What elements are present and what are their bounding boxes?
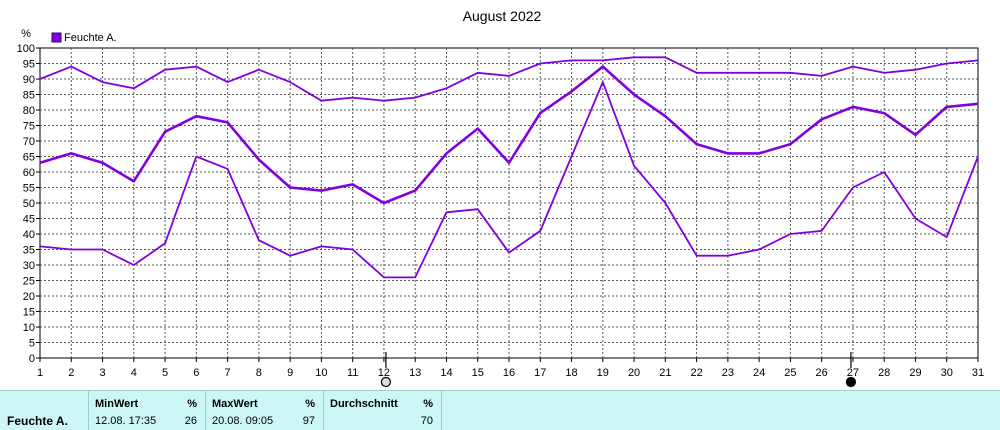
x-tick-label: 29 — [909, 367, 921, 379]
x-tick-label: 27 — [847, 367, 859, 379]
y-tick-label: 80 — [23, 105, 35, 117]
x-tick-label: 1 — [37, 367, 43, 379]
x-tick-label: 2 — [68, 367, 74, 379]
x-tick-label: 13 — [409, 367, 421, 379]
stats-min-cell: MinWert % 12.08. 17:35 26 — [89, 391, 206, 430]
x-tick-label: 5 — [162, 367, 168, 379]
stats-row-label-cell: Feuchte A. — [0, 391, 89, 430]
x-tick-label: 12 — [378, 367, 390, 379]
x-tick-label: 16 — [503, 367, 515, 379]
x-tick-label: 30 — [941, 367, 953, 379]
y-tick-label: 55 — [23, 183, 35, 195]
y-tick-label: 65 — [23, 152, 35, 164]
avg-unit: % — [423, 398, 433, 410]
min-time: 12.08. 17:35 — [95, 415, 157, 427]
y-tick-label: 20 — [23, 291, 35, 303]
stats-max-cell: MaxWert % 20.08. 09:05 97 — [206, 391, 324, 430]
event-marker-open-circle — [380, 376, 392, 388]
max-label: MaxWert — [212, 398, 258, 410]
series-line-max — [39, 56, 979, 102]
y-tick-label: 45 — [23, 214, 35, 226]
chart-title: August 2022 — [463, 8, 542, 24]
x-tick-label: 4 — [131, 367, 137, 379]
series-line-avg — [39, 65, 979, 205]
y-tick-label: 85 — [23, 90, 35, 102]
y-tick-label: 5 — [29, 338, 35, 350]
y-tick-label: 10 — [23, 322, 35, 334]
x-tick-label: 15 — [472, 367, 484, 379]
x-tick-label: 7 — [225, 367, 231, 379]
x-tick-label: 28 — [878, 367, 890, 379]
x-tick-label: 6 — [193, 367, 199, 379]
y-tick-label: 25 — [23, 276, 35, 288]
stats-avg-cell: Durchschnitt % 70 — [324, 391, 442, 430]
x-tick-label: 14 — [440, 367, 452, 379]
x-tick-label: 17 — [534, 367, 546, 379]
stats-panel: Feuchte A. MinWert % 12.08. 17:35 26 Max… — [0, 390, 1000, 430]
x-tick-label: 22 — [690, 367, 702, 379]
y-tick-label: 35 — [23, 245, 35, 257]
max-time: 20.08. 09:05 — [212, 415, 274, 427]
x-tick-label: 8 — [256, 367, 262, 379]
x-tick-label: 20 — [628, 367, 640, 379]
stats-row-label: Feuchte A. — [7, 414, 68, 428]
x-tick-label: 9 — [287, 367, 293, 379]
x-tick-label: 26 — [816, 367, 828, 379]
y-tick-label: 95 — [23, 59, 35, 71]
min-unit: % — [187, 398, 197, 410]
x-tick-label: 23 — [722, 367, 734, 379]
x-tick-label: 31 — [972, 367, 984, 379]
chart: August 2022 % Feuchte A. 051015202530354… — [17, 8, 984, 388]
avg-value: 70 — [420, 415, 433, 427]
min-label: MinWert — [95, 398, 139, 410]
y-tick-label: 15 — [23, 307, 35, 319]
min-value: 26 — [184, 415, 197, 427]
avg-label: Durchschnitt — [330, 398, 398, 410]
x-tick-label: 19 — [597, 367, 609, 379]
max-unit: % — [305, 398, 315, 410]
y-tick-label: 60 — [23, 167, 35, 179]
x-tick-label: 24 — [753, 367, 765, 379]
x-tick-label: 11 — [347, 367, 358, 379]
max-value: 97 — [302, 415, 315, 427]
series-line-min — [39, 81, 979, 279]
y-axis-unit: % — [21, 28, 31, 40]
event-marker-filled-circle — [845, 376, 857, 388]
x-tick-label: 18 — [565, 367, 577, 379]
x-tick-label: 10 — [315, 367, 327, 379]
y-tick-label: 0 — [29, 353, 35, 365]
x-tick-label: 25 — [784, 367, 796, 379]
legend-swatch — [51, 32, 62, 43]
y-tick-label: 100 — [17, 43, 35, 55]
x-tick-label: 3 — [99, 367, 105, 379]
y-tick-label: 40 — [23, 229, 35, 241]
y-tick-label: 30 — [23, 260, 35, 272]
y-tick-label: 50 — [23, 198, 35, 210]
x-tick-label: 21 — [659, 367, 671, 379]
y-tick-label: 90 — [23, 74, 35, 86]
y-tick-label: 75 — [23, 121, 35, 133]
y-tick-label: 70 — [23, 136, 35, 148]
legend-label: Feuchte A. — [64, 32, 117, 44]
